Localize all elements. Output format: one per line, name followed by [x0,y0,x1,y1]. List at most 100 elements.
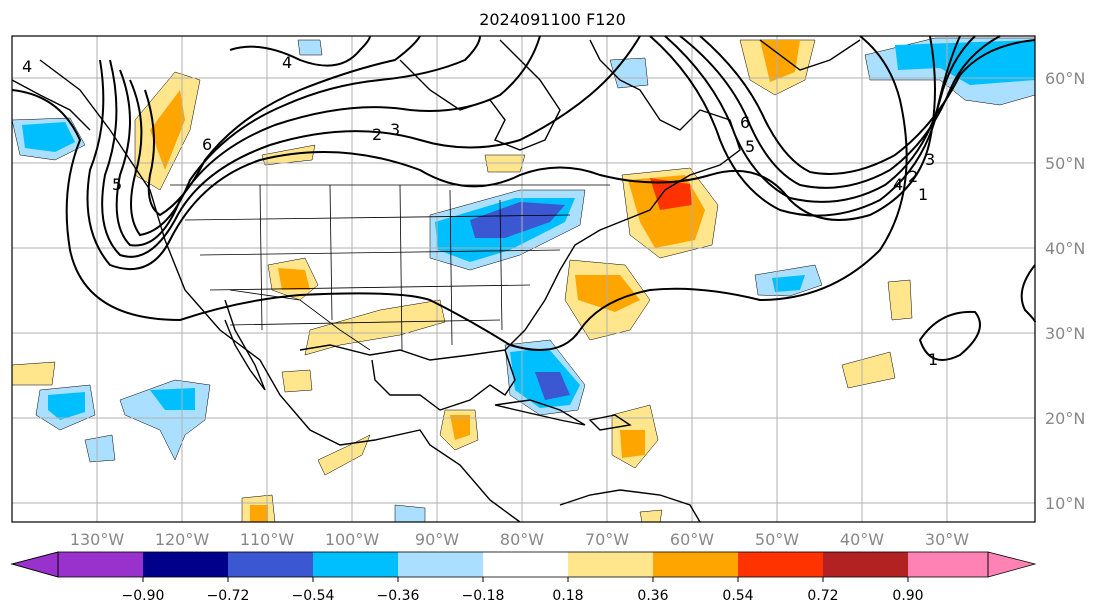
anomaly-area [470,202,565,238]
colorbar-tick-label: 0.72 [807,588,838,604]
lat-label: 10°N [1045,494,1085,513]
anomaly-area [250,505,268,522]
map-panel: 4 6 5 4 2 3 6 5 4 3 2 1 1 [11,35,1036,523]
hispaniola-coast [588,414,632,431]
contour-line [144,35,421,217]
anomaly-area [841,351,896,389]
colorbar-segment [568,552,653,577]
colorbar-segment [228,552,313,577]
colorbar-segment [483,552,568,577]
colorbar-tick-label: −0.36 [377,588,420,604]
height-contours [11,35,1036,361]
contour-line [101,35,641,258]
colorbar-segment [908,552,988,577]
contour-line [679,35,1001,189]
anomaly-area [48,392,85,420]
alaska-coast [11,79,91,131]
colorbar-tick-label: 0.18 [552,588,583,604]
colorbar-segment [313,552,398,577]
anomaly-area [84,434,116,463]
contour-labels: 4 6 5 4 2 3 6 5 4 3 2 1 1 [22,53,938,369]
colorbar-tick-label: −0.54 [292,588,335,604]
contour-label: 5 [112,175,122,194]
anomaly-area [535,372,570,400]
contour-label: 5 [745,137,755,156]
anomaly-area [760,40,800,82]
lon-label: 120°W [155,530,210,549]
contour-label: 3 [925,150,935,169]
lat-label: 40°N [1045,239,1085,258]
contour-label: 6 [202,135,212,154]
contour-label: 3 [390,120,400,139]
contour-line [115,35,541,247]
colorbar-tick-label: 0.90 [892,588,923,604]
colorbar-tick-label: −0.72 [207,588,250,604]
hudson-bay-coast [399,39,561,151]
contour-line [1020,264,1036,323]
contour-line [129,35,481,237]
contour-label: 4 [282,53,292,72]
anomaly-area [11,361,56,386]
anomaly-area [620,430,645,458]
colorbar-segment [823,552,908,577]
greenland-coast [759,39,861,71]
lon-label: 40°W [840,530,884,549]
lon-label: 70°W [585,530,629,549]
anomaly-area [150,90,185,170]
contour-label: 1 [918,185,928,204]
gulf-coast [299,344,516,411]
graticule [12,36,1035,522]
colorbar-segment [143,552,228,577]
anomaly-area [895,40,1035,85]
anomaly-area [304,299,446,356]
baja-coast [224,299,266,391]
contour-label: 4 [22,57,32,76]
lon-label: 100°W [325,530,380,549]
colorbar-tick-label: 0.54 [722,588,753,604]
lat-label: 60°N [1045,69,1085,88]
anomaly-area [450,415,470,440]
map-title: 2024091100 F120 [479,10,626,29]
east-coast [504,39,741,351]
lon-label: 60°W [670,530,714,549]
anomaly-area [22,122,75,152]
lat-label: 30°N [1045,324,1085,343]
longitude-labels: 130°W 120°W 110°W 100°W 90°W 80°W 70°W 6… [70,530,969,549]
lon-label: 80°W [500,530,544,549]
contour-label: 2 [372,125,382,144]
cuba-coast [494,399,586,426]
anomaly-area [639,509,663,523]
contour-label: 2 [908,167,918,186]
contour-line [699,35,1036,175]
anomaly-area [772,275,805,292]
anomaly-area [297,39,323,56]
contour-label: 6 [740,113,750,132]
colorbar-segment [10,551,59,578]
contour-label: 4 [893,175,903,194]
contour-line [918,310,981,361]
contour-line [86,35,936,270]
anomaly-area [650,178,692,210]
colorbar-segment [738,552,823,577]
colorbar-tick-label: 0.36 [637,588,668,604]
anomaly-area [394,504,426,523]
latitude-labels: 60°N 50°N 40°N 30°N 20°N 10°N [1045,69,1085,513]
contour-line [11,35,908,351]
south-america-coast [559,489,701,523]
lat-label: 20°N [1045,409,1085,428]
political-borders [170,184,610,351]
anomaly-area [281,369,313,393]
contour-label: 1 [928,350,938,369]
colorbar-segment [988,552,1035,577]
contour-line [664,35,976,203]
anomaly-area [317,434,371,476]
lat-label: 50°N [1045,154,1085,173]
colorbar-tick-label: −0.90 [122,588,165,604]
contour-line [229,35,371,67]
lon-label: 50°W [755,530,799,549]
colorbar-segment [58,552,143,577]
anomaly-area [887,279,913,321]
colorbar-segment [398,552,483,577]
anomaly-area [150,388,195,410]
